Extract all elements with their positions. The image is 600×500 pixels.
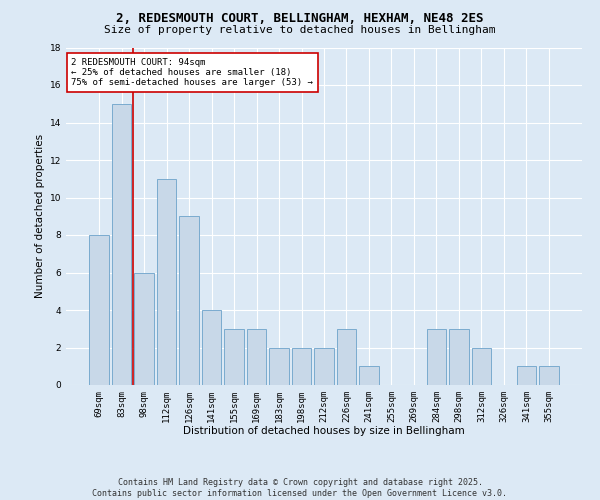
Bar xyxy=(472,348,491,385)
Bar xyxy=(179,216,199,385)
Bar xyxy=(112,104,131,385)
Bar xyxy=(157,179,176,385)
Bar xyxy=(202,310,221,385)
Bar xyxy=(247,329,266,385)
Bar xyxy=(517,366,536,385)
X-axis label: Distribution of detached houses by size in Bellingham: Distribution of detached houses by size … xyxy=(183,426,465,436)
Bar xyxy=(224,329,244,385)
Bar xyxy=(449,329,469,385)
Bar xyxy=(269,348,289,385)
Text: 2 REDESMOUTH COURT: 94sqm
← 25% of detached houses are smaller (18)
75% of semi-: 2 REDESMOUTH COURT: 94sqm ← 25% of detac… xyxy=(71,58,313,88)
Bar xyxy=(539,366,559,385)
Bar xyxy=(359,366,379,385)
Bar xyxy=(292,348,311,385)
Bar xyxy=(337,329,356,385)
Bar xyxy=(89,235,109,385)
Y-axis label: Number of detached properties: Number of detached properties xyxy=(35,134,46,298)
Bar xyxy=(314,348,334,385)
Text: Contains HM Land Registry data © Crown copyright and database right 2025.
Contai: Contains HM Land Registry data © Crown c… xyxy=(92,478,508,498)
Text: 2, REDESMOUTH COURT, BELLINGHAM, HEXHAM, NE48 2ES: 2, REDESMOUTH COURT, BELLINGHAM, HEXHAM,… xyxy=(116,12,484,26)
Text: Size of property relative to detached houses in Bellingham: Size of property relative to detached ho… xyxy=(104,25,496,35)
Bar xyxy=(427,329,446,385)
Bar xyxy=(134,272,154,385)
